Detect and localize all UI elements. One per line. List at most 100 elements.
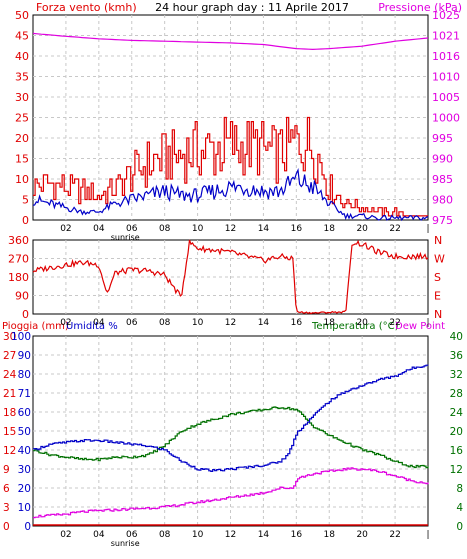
rain-y-tick-label: 27: [3, 350, 16, 362]
direction-y-tick-label: 0: [22, 308, 29, 321]
x-tick-label: 16: [291, 530, 303, 540]
sunrise-label: sunrise: [111, 539, 140, 548]
dewpoint-axis-title: Dew Point: [395, 321, 445, 332]
rain-y-tick-label: 0: [3, 521, 10, 533]
temperature-y-tick-label: 28: [450, 388, 463, 400]
wind-y-tick-label: 20: [15, 132, 29, 145]
dewpoint-line: [33, 467, 429, 519]
x-tick-label: 04: [93, 530, 105, 540]
x-tick-label: 12: [225, 318, 236, 328]
x-tick-label: 10: [192, 318, 204, 328]
x-tick-label: 20: [356, 318, 368, 328]
wind-y-tick-label: 25: [15, 112, 29, 125]
x-tick-label: 18: [324, 224, 336, 234]
pressure-y-tick-label: 1025: [432, 9, 460, 22]
x-tick-label: |: [426, 530, 429, 540]
humidity-y-tick-label: 100: [11, 331, 31, 343]
rain-y-tick-label: 3: [3, 502, 10, 514]
humidity-y-tick-label: 30: [18, 464, 31, 476]
pressure-y-tick-label: 975: [432, 214, 453, 227]
wind-y-tick-label: 35: [15, 71, 29, 84]
temperature-y-tick-label: 32: [450, 369, 463, 381]
x-tick-label: 06: [126, 224, 138, 234]
compass-label: S: [434, 271, 441, 284]
wind-y-tick-label: 5: [22, 194, 29, 207]
x-tick-label: 16: [291, 318, 303, 328]
temperature-axis-title: Temperatura (°C): [311, 321, 399, 332]
x-tick-label: |: [426, 224, 429, 234]
rain-axis-title: Pioggia (mm): [2, 321, 69, 332]
pressure-y-tick-label: 1005: [432, 91, 460, 104]
temperature-y-tick-label: 0: [456, 521, 463, 533]
temperature-y-tick-label: 12: [450, 464, 463, 476]
x-tick-label: 22: [389, 318, 400, 328]
pressure-y-tick-label: 1016: [432, 50, 460, 63]
humidity-y-tick-label: 80: [18, 369, 31, 381]
x-tick-label: 10: [192, 530, 204, 540]
x-tick-label: 22: [389, 530, 400, 540]
pressure-y-tick-label: 995: [432, 132, 453, 145]
wind-gust-line: [33, 116, 428, 217]
x-tick-label: 18: [324, 530, 336, 540]
compass-label: W: [434, 253, 445, 266]
temperature-y-tick-label: 36: [450, 350, 464, 362]
rain-y-tick-label: 24: [3, 369, 17, 381]
rain-y-tick-label: 9: [3, 464, 10, 476]
direction-y-tick-label: 360: [8, 234, 29, 247]
compass-label: N: [434, 308, 442, 321]
x-tick-label: 12: [225, 224, 236, 234]
pressure-y-tick-label: 1000: [432, 112, 460, 125]
humidity-y-tick-label: 60: [18, 407, 31, 419]
x-tick-label: 16: [291, 224, 303, 234]
wind-axis-title: Forza vento (kmh): [36, 1, 137, 14]
sunrise-label: sunrise: [111, 233, 140, 242]
wind-y-tick-label: 30: [15, 91, 29, 104]
x-tick-label: 14: [258, 530, 270, 540]
pressure-y-tick-label: 990: [432, 153, 453, 166]
rain-y-tick-label: 12: [3, 445, 16, 457]
x-tick-label: 02: [60, 318, 71, 328]
pressure-axis-title: Pressione (kPa): [378, 1, 462, 14]
x-tick-label: 08: [159, 530, 171, 540]
x-tick-label: 06: [126, 318, 138, 328]
humidity-y-tick-label: 71: [18, 388, 31, 400]
x-tick-label: 18: [324, 318, 336, 328]
x-tick-label: 02: [60, 224, 71, 234]
x-tick-label: 08: [159, 318, 171, 328]
x-tick-label: 14: [258, 318, 270, 328]
pressure-y-tick-label: 1021: [432, 30, 460, 43]
humidity-line: [33, 364, 429, 472]
compass-label: E: [434, 290, 441, 303]
humidity-y-tick-label: 50: [18, 426, 31, 438]
pressure-line: [32, 32, 429, 51]
pressure-y-tick-label: 1010: [432, 71, 460, 84]
humidity-y-tick-label: 90: [18, 350, 31, 362]
x-tick-label: 22: [389, 224, 400, 234]
x-tick-label: 08: [159, 224, 171, 234]
humidity-axis-title: Umidita %: [66, 321, 118, 332]
temperature-line: [33, 406, 429, 469]
x-tick-label: 02: [60, 530, 71, 540]
x-tick-label: 20: [356, 224, 368, 234]
wind-y-tick-label: 15: [15, 153, 29, 166]
humidity-y-tick-label: 20: [18, 483, 31, 495]
wind-average-line: [32, 167, 429, 222]
x-tick-label: 04: [93, 318, 105, 328]
humidity-y-tick-label: 0: [24, 521, 31, 533]
direction-y-tick-label: 270: [8, 253, 29, 266]
chart-date-title: 24 hour graph day : 11 Aprile 2017: [155, 1, 349, 14]
x-tick-label: 14: [258, 224, 270, 234]
x-tick-label: 04: [93, 224, 105, 234]
pressure-y-tick-label: 985: [432, 173, 453, 186]
pressure-y-tick-label: 980: [432, 194, 453, 207]
humidity-y-tick-label: 10: [18, 502, 31, 514]
x-tick-label: |: [426, 318, 429, 328]
rain-y-tick-label: 21: [3, 388, 16, 400]
direction-y-tick-label: 90: [15, 290, 29, 303]
x-tick-label: 10: [192, 224, 204, 234]
wind-y-tick-label: 0: [22, 214, 29, 227]
rain-y-tick-label: 30: [3, 331, 16, 343]
x-tick-label: 06: [126, 530, 138, 540]
wind-y-tick-label: 40: [15, 50, 29, 63]
